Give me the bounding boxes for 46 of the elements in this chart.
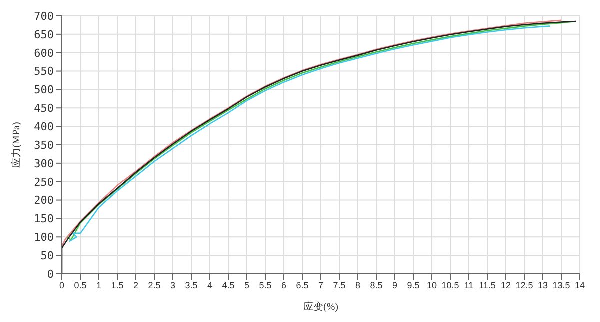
x-tick-label: 1.5 [111, 280, 124, 290]
x-tick-label: 13.5 [552, 280, 570, 290]
y-axis-title: 应力(MPa) [10, 122, 23, 168]
y-tick-label: 50 [40, 249, 54, 262]
x-tick-label: 13 [538, 280, 548, 290]
x-tick-label: 0.5 [74, 280, 87, 290]
x-tick-label: 5.5 [259, 280, 272, 290]
x-tick-label: 3 [170, 280, 176, 290]
x-tick-label: 12 [500, 280, 512, 290]
y-tick-label: 650 [34, 28, 54, 42]
x-tick-label: 12.5 [516, 280, 534, 290]
y-tick-label: 200 [34, 194, 54, 208]
y-tick-label: 350 [34, 138, 54, 152]
x-tick-label: 10.5 [442, 280, 460, 290]
x-tick-label: 2 [133, 280, 139, 290]
x-tick-label: 14 [574, 280, 586, 290]
y-tick-label: 150 [34, 212, 54, 226]
x-tick-label: 3.5 [185, 280, 198, 290]
x-tick-label: 9 [392, 280, 398, 290]
x-tick-label: 7.5 [333, 280, 346, 290]
y-tick-label: 500 [34, 84, 54, 97]
y-tick-label: 700 [34, 10, 54, 23]
x-tick-label: 9.5 [407, 280, 420, 290]
x-tick-label: 6.5 [296, 280, 309, 290]
x-tick-label: 5 [244, 280, 250, 290]
y-tick-label: 100 [34, 231, 54, 244]
x-tick-label: 8.5 [370, 280, 383, 290]
x-tick-label: 6 [281, 280, 287, 290]
x-tick-label: 11 [464, 280, 474, 290]
y-tick-label: 250 [34, 176, 54, 189]
y-tick-label: 300 [34, 157, 54, 170]
x-tick-label: 10 [426, 280, 438, 290]
x-tick-label: 0 [59, 280, 65, 290]
x-axis-title: 应变(%) [304, 301, 338, 313]
x-tick-label: 1 [96, 280, 102, 290]
y-tick-label: 400 [34, 120, 54, 134]
y-tick-label: 600 [34, 46, 54, 60]
x-tick-label: 7 [318, 280, 324, 290]
x-tick-label: 4.5 [222, 280, 235, 290]
x-tick-label: 4 [207, 280, 213, 290]
y-tick-label: 0 [47, 268, 54, 281]
y-tick-label: 550 [34, 65, 54, 78]
y-tick-label: 450 [34, 102, 54, 116]
x-tick-label: 2.5 [148, 280, 161, 290]
x-tick-label: 11.5 [479, 280, 496, 290]
x-tick-label: 8 [355, 280, 361, 290]
